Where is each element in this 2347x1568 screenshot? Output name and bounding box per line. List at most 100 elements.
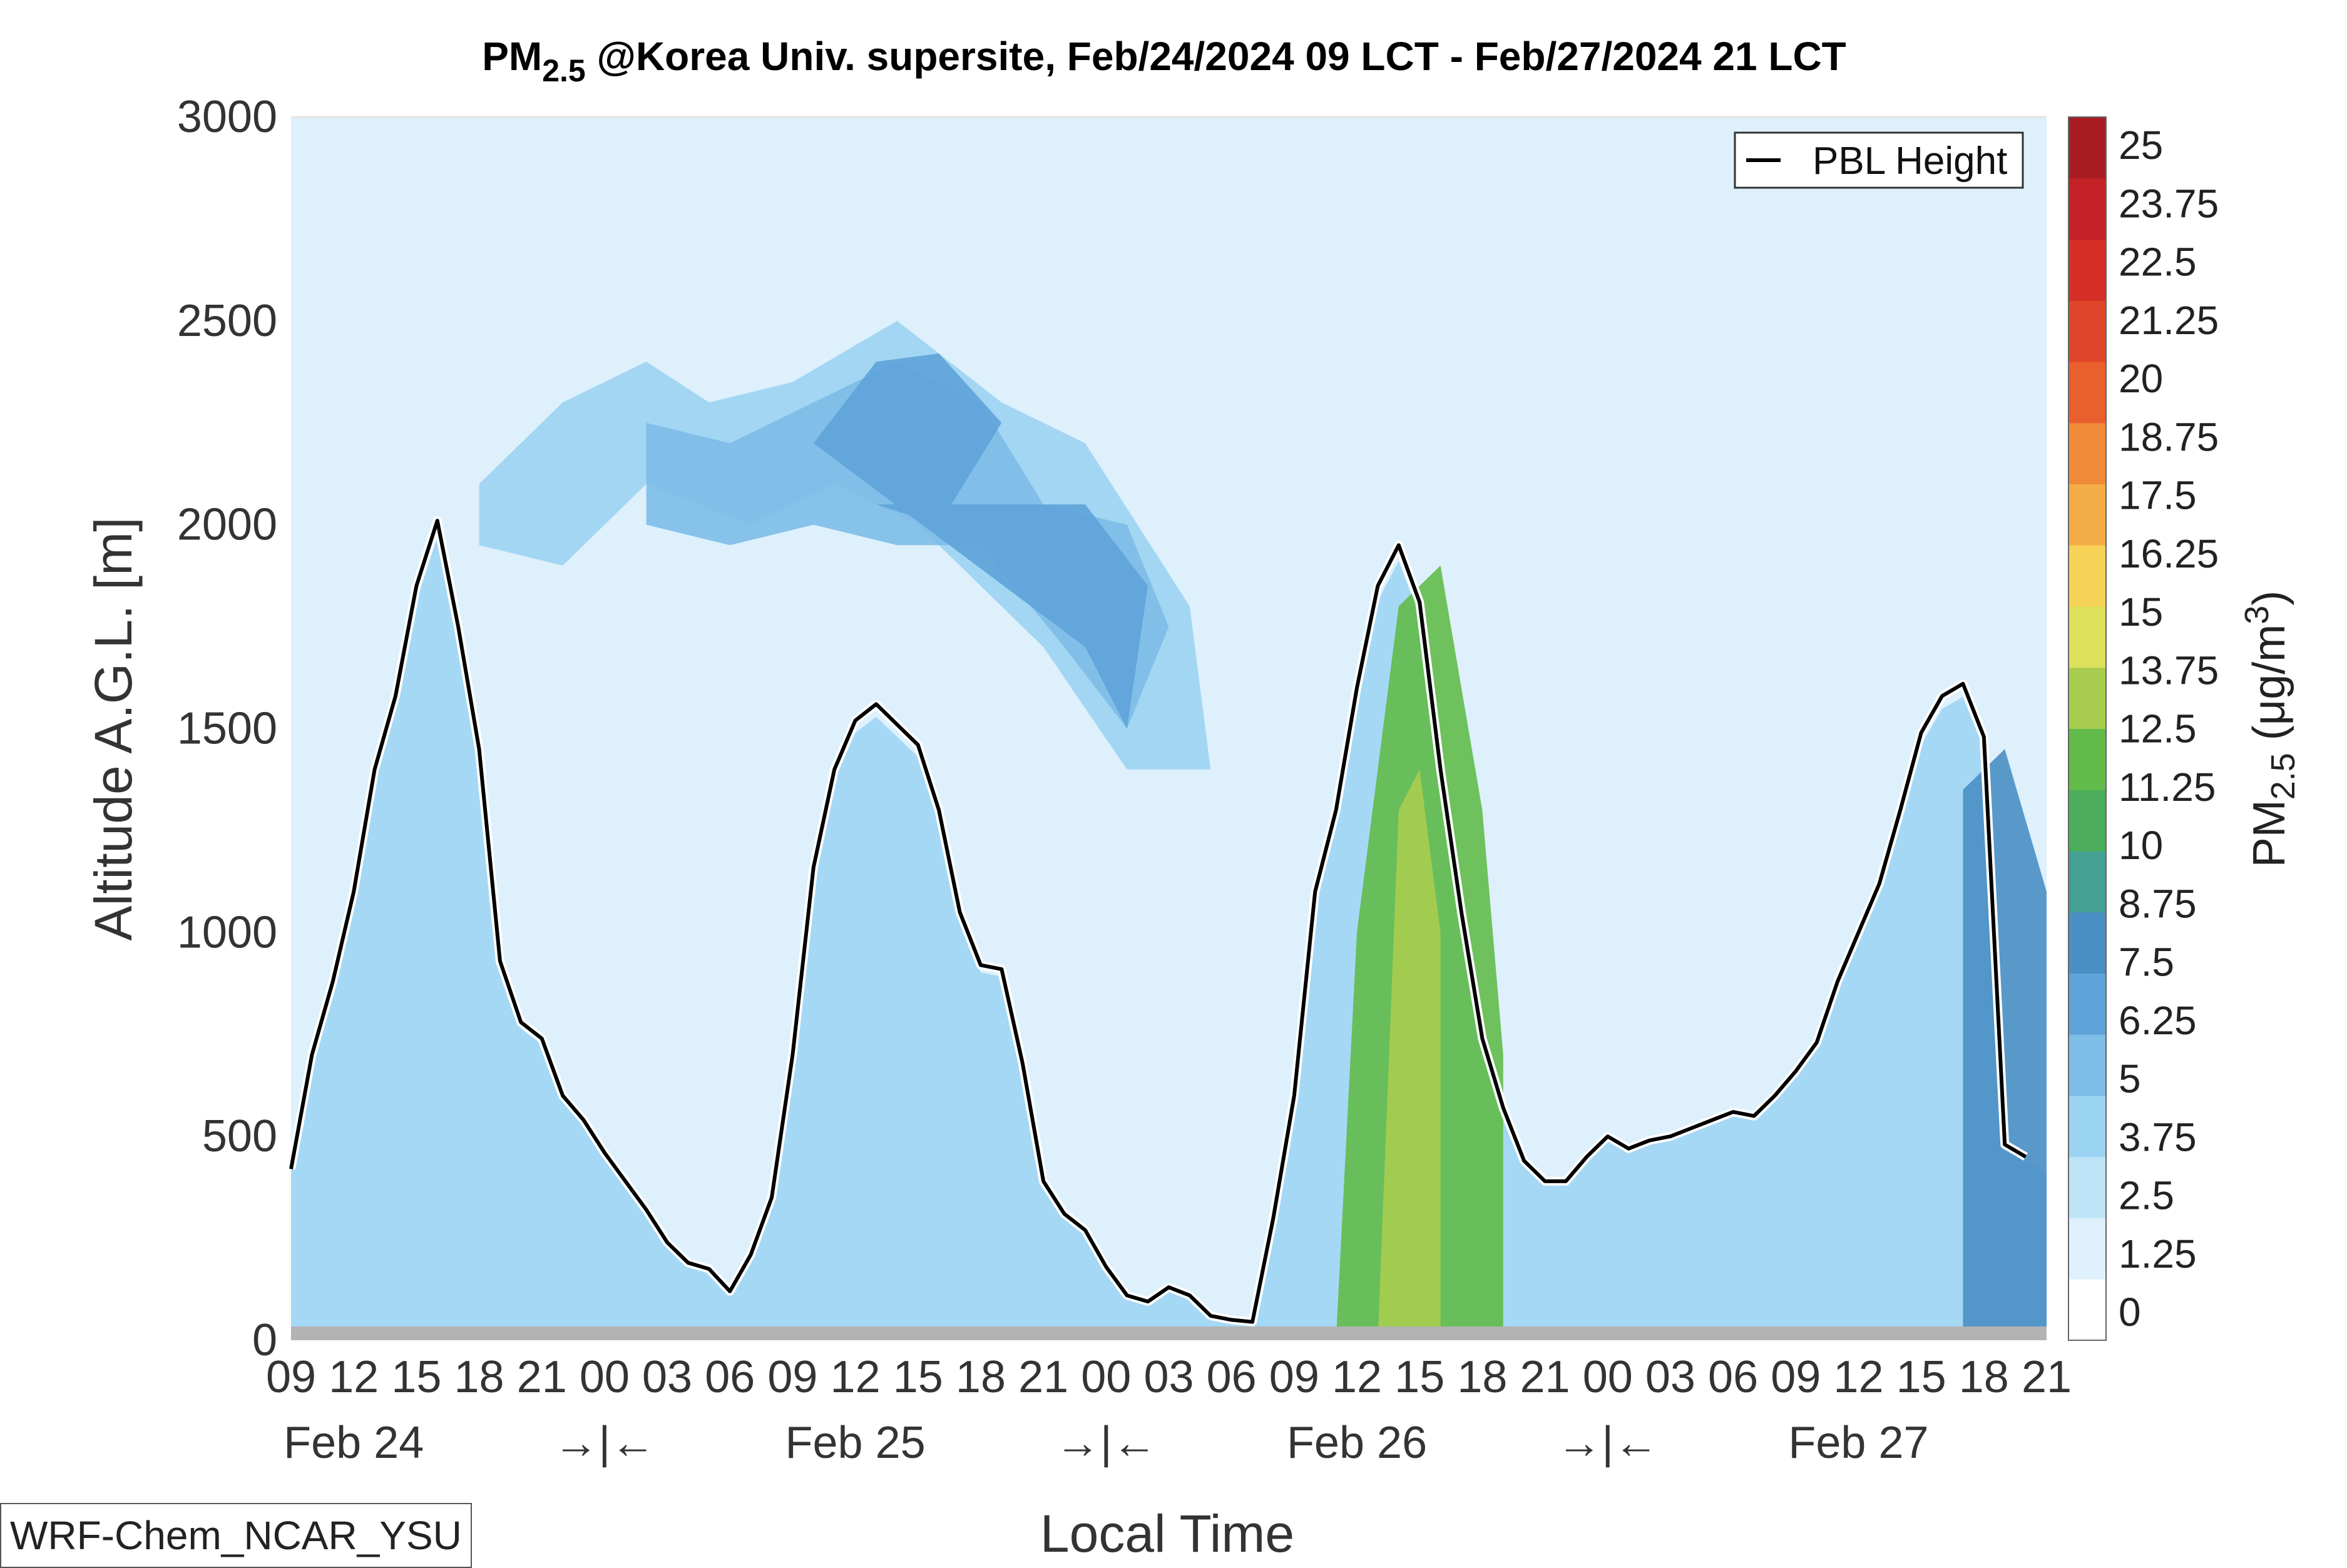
x-hour-tick-label: 15 (1394, 1352, 1445, 1402)
colorbar-segment (2068, 362, 2106, 424)
x-hour-tick-label: 18 (956, 1352, 1006, 1402)
x-axis-label: Local Time (1040, 1504, 1294, 1563)
y-tick-label: 2500 (177, 296, 277, 346)
x-day-label: Feb 24 (284, 1418, 424, 1468)
colorbar-segment (2068, 912, 2106, 974)
colorbar-tick-label: 0 (2119, 1290, 2141, 1335)
x-hour-tick-label: 03 (642, 1352, 692, 1402)
x-day-separator: →|← (1557, 1418, 1659, 1468)
colorbar-tick-label: 1.25 (2119, 1231, 2197, 1276)
colorbar-segment (2068, 1034, 2106, 1096)
x-day-label: Feb 26 (1287, 1418, 1427, 1468)
x-hour-tick-label: 12 (329, 1352, 379, 1402)
colorbar-tick-label: 21.25 (2119, 298, 2219, 343)
y-tick-label: 1500 (177, 704, 277, 754)
x-day-separator: →|← (1055, 1418, 1157, 1468)
y-axis-label: Altitude A.G.L. [m] (84, 517, 143, 941)
colorbar-segment (2068, 790, 2106, 852)
colorbar-label: PM2.5 (μg/m3) (2238, 591, 2302, 868)
x-hour-tick-label: 12 (831, 1352, 881, 1402)
colorbar (2068, 116, 2107, 1341)
field-aloft-layer-3 (813, 353, 1148, 729)
legend-entry-pbl-height: PBL Height (1813, 140, 2007, 183)
colorbar-tick-label: 16.25 (2119, 531, 2219, 576)
colorbar-label-close: ) (2244, 591, 2294, 606)
title-subscript: 2.5 (542, 53, 586, 88)
colorbar-tick-label: 3.75 (2119, 1114, 2197, 1159)
colorbar-segment (2068, 239, 2106, 301)
colorbar-segment (2068, 545, 2106, 607)
x-hour-tick-label: 03 (1143, 1352, 1194, 1402)
x-hour-tick-label: 06 (705, 1352, 755, 1402)
colorbar-tick-label: 7.5 (2119, 940, 2174, 985)
colorbar-tick-label: 17.5 (2119, 473, 2197, 518)
x-hour-tick-label: 03 (1645, 1352, 1695, 1402)
colorbar-segment (2068, 1218, 2106, 1280)
colorbar-tick-label: 20 (2119, 356, 2163, 401)
legend: PBL Height (1734, 131, 2024, 189)
x-hour-tick-label: 21 (1018, 1352, 1068, 1402)
x-hour-tick-label: 15 (1896, 1352, 1946, 1402)
title-pm: PM (482, 34, 542, 79)
colorbar-tick-label: 12.5 (2119, 706, 2197, 751)
field-plume-26-core (1378, 769, 1441, 1340)
colorbar-segment (2068, 728, 2106, 790)
x-hour-tick-label: 12 (1833, 1352, 1883, 1402)
colorbar-tick-label: 13.75 (2119, 648, 2219, 693)
x-hour-tick-label: 21 (517, 1352, 567, 1402)
colorbar-tick-label: 18.75 (2119, 414, 2219, 459)
x-hour-tick-label: 18 (1959, 1352, 2009, 1402)
legend-box (1734, 131, 2024, 189)
colorbar-tick-label: 11.25 (2119, 765, 2216, 810)
x-hour-tick-label: 21 (2022, 1352, 2072, 1402)
x-hour-tick-label: 06 (1708, 1352, 1758, 1402)
colorbar-label-sub: 2.5 (2264, 753, 2302, 800)
title-rest: @Korea Univ. supersite, Feb/24/2024 09 L… (586, 34, 1846, 79)
y-tick-label: 3000 (177, 92, 277, 142)
field-boundary-layer (291, 537, 2047, 1341)
colorbar-segment (2068, 973, 2106, 1035)
x-hour-tick-label: 21 (1520, 1352, 1570, 1402)
x-hour-tick-label: 15 (391, 1352, 441, 1402)
colorbar-segment (2068, 606, 2106, 668)
pbl-height-line (289, 519, 2027, 1324)
x-hour-tick-label: 09 (1771, 1352, 1821, 1402)
colorbar-segment (2068, 484, 2106, 546)
colorbar-segment (2068, 1096, 2106, 1158)
colorbar-tick-label: 22.5 (2119, 240, 2197, 285)
colorbar-label-pm: PM (2244, 800, 2294, 867)
colorbar-segment (2068, 300, 2106, 362)
x-hour-tick-label: 12 (1332, 1352, 1382, 1402)
x-hour-tick-label: 09 (266, 1352, 316, 1402)
surface-band (291, 1326, 2047, 1340)
x-hour-tick-label: 00 (1081, 1352, 1131, 1402)
x-hour-tick-label: 09 (1269, 1352, 1319, 1402)
x-day-separator: →|← (554, 1418, 656, 1468)
y-axis-ticks: 0 500 1000 1500 2000 2500 3000 (177, 92, 277, 1365)
x-hour-tick-label: 15 (893, 1352, 943, 1402)
x-axis-hour-ticks: 09 12 15 18 21 00 03 06 09 12 15 18 21 00 03 06 09 12 15 18… (266, 1352, 2072, 1402)
colorbar-segment (2068, 1279, 2106, 1341)
model-tag: WRF-Chem_NCAR_YSU (0, 1503, 472, 1568)
colorbar-segment (2068, 667, 2106, 729)
x-day-label: Feb 25 (785, 1418, 926, 1468)
colorbar-label-sup: 3 (2238, 606, 2276, 624)
colorbar-segment (2068, 178, 2106, 240)
y-tick-label: 500 (202, 1111, 277, 1161)
x-hour-tick-label: 06 (1207, 1352, 1257, 1402)
y-tick-label: 2000 (177, 500, 277, 550)
colorbar-segment (2068, 1156, 2106, 1218)
x-hour-tick-label: 18 (1457, 1352, 1507, 1402)
colorbar-tick-label: 2.5 (2119, 1173, 2174, 1218)
colorbar-tick-label: 6.25 (2119, 998, 2197, 1043)
x-hour-tick-label: 09 (767, 1352, 817, 1402)
colorbar-tick-label: 15 (2119, 589, 2163, 634)
x-hour-tick-label: 00 (1583, 1352, 1633, 1402)
colorbar-label-unit: (μg/m (2244, 624, 2294, 753)
colorbar-frame (2068, 116, 2107, 1341)
colorbar-segment (2068, 422, 2106, 484)
x-day-label: Feb 27 (1788, 1418, 1928, 1468)
colorbar-ticks: 0 1.25 2.5 3.75 5 6.25 7.5 8.75 10 11.25 12.5 13.75… (2119, 123, 2219, 1335)
x-hour-tick-label: 00 (580, 1352, 630, 1402)
plot-area (287, 116, 2047, 1341)
